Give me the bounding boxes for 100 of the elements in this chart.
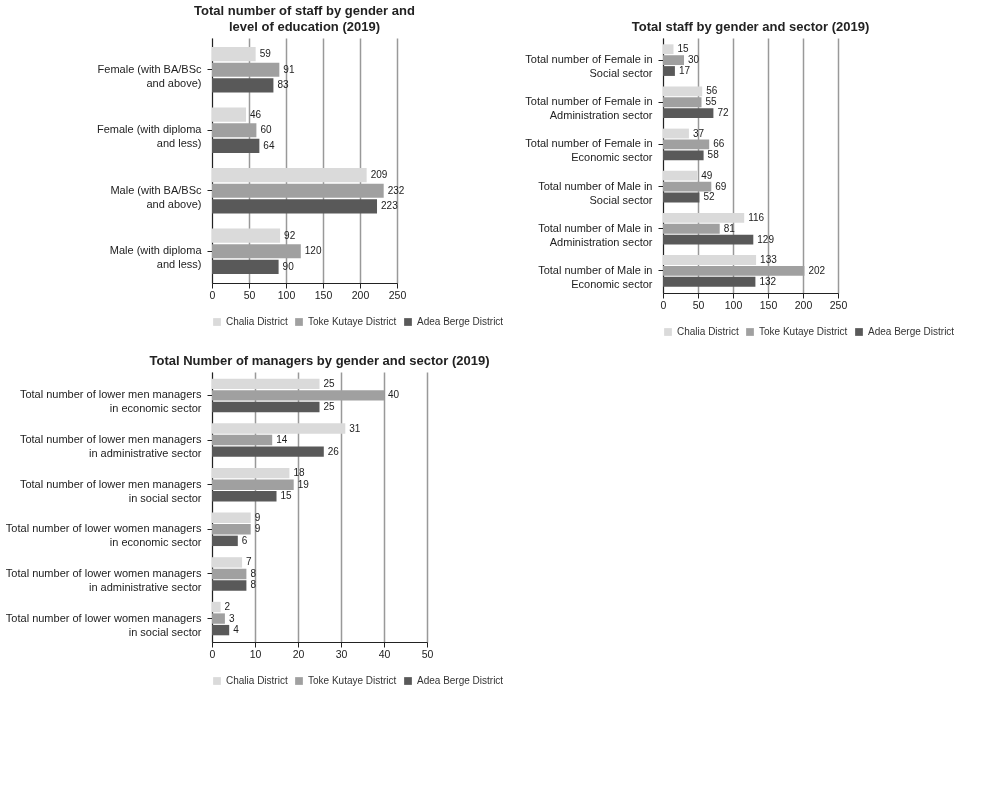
bar [212, 624, 230, 636]
legend-label: Toke Kutaye District [308, 316, 397, 327]
bar [212, 228, 281, 243]
x-tick-label: 50 [692, 298, 705, 311]
y-tick-label: Total number of lower men managers in social sector [19, 477, 202, 504]
bar [212, 259, 279, 274]
y-tick-label: Female (with diploma and less) [96, 123, 203, 150]
data-label: 6 [241, 534, 248, 546]
data-label: 59 [259, 48, 272, 60]
data-label: 120 [304, 245, 322, 257]
x-tick-label: 10 [249, 647, 262, 660]
data-label: 14 [276, 434, 288, 446]
x-tick-label: 30 [335, 647, 348, 660]
bar [212, 47, 256, 62]
bar [663, 212, 745, 223]
data-label: 52 [703, 191, 715, 203]
x-tick-label: 200 [794, 298, 813, 311]
data-label: 133 [760, 253, 778, 265]
data-label: 30 [688, 54, 700, 66]
bar [663, 86, 703, 97]
data-label: 132 [759, 275, 777, 287]
x-tick-label: 150 [314, 288, 333, 301]
x-tick-label: 250 [829, 298, 848, 311]
bar [212, 138, 260, 153]
legend-label: Adea Berge District [417, 316, 504, 327]
chart-title: Total Number of managers by gender and sector (2019) [149, 353, 490, 368]
y-tick-label: Total number of Male in Social sector [538, 179, 653, 206]
x-tick-label: 40 [378, 647, 391, 660]
y-tick-label: Male (with BA/BSc and above) [110, 183, 202, 210]
data-label: 223 [381, 200, 399, 212]
data-label: 3 [228, 612, 235, 624]
bar [212, 580, 247, 591]
bar [212, 512, 251, 523]
data-label: 83 [277, 79, 289, 91]
data-label: 209 [370, 169, 388, 181]
data-label: 90 [282, 260, 295, 272]
x-tick-label: 150 [759, 298, 778, 311]
data-label: 202 [808, 264, 826, 276]
bar [663, 55, 684, 66]
y-tick-label: Male (with diploma and less) [109, 244, 203, 271]
bar [212, 401, 320, 413]
data-label: 9 [254, 523, 261, 535]
x-tick-label: 200 [351, 288, 370, 301]
bar [212, 535, 238, 547]
bar [663, 170, 698, 181]
data-label: 129 [757, 233, 775, 245]
data-label: 9 [254, 511, 261, 523]
data-label: 232 [387, 184, 405, 196]
x-tick-label: 0 [209, 647, 216, 660]
bar [663, 128, 689, 139]
bar [212, 524, 251, 535]
data-label: 8 [250, 567, 257, 579]
data-label: 72 [717, 107, 729, 119]
data-label: 91 [283, 63, 295, 75]
legend-label: Adea Berge District [417, 675, 504, 686]
data-label: 37 [692, 127, 705, 139]
bar [212, 557, 243, 568]
y-tick-label: Total number of lower women managers in administrative sector [5, 566, 202, 593]
data-label: 25 [323, 400, 336, 412]
data-label: 49 [701, 169, 713, 181]
y-tick-label: Total number of lower women managers in social sector [5, 611, 202, 638]
data-label: 18 [293, 467, 305, 479]
bar [212, 199, 378, 214]
y-tick-label: Total number of Female in Social sector [525, 53, 653, 80]
x-tick-label: 250 [388, 288, 407, 301]
bar [212, 491, 277, 502]
y-tick-label: Total number of lower men managers in economic sector [19, 388, 202, 415]
y-tick-label: Female (with BA/BSc and above) [97, 62, 202, 89]
bar [663, 192, 700, 203]
bar [663, 44, 674, 55]
chart-title: Total staff by gender and sector (2019) [631, 19, 870, 34]
data-label: 66 [713, 138, 725, 150]
bar [212, 78, 274, 93]
bar [663, 150, 704, 161]
x-tick-label: 100 [724, 298, 743, 311]
bar [663, 276, 756, 287]
data-label: 116 [748, 211, 765, 223]
chart-title: Total number of staff by gender and level of education (2019) [194, 3, 415, 34]
y-tick-label: Total number of Female in Economic sector [525, 137, 653, 164]
data-label: 8 [250, 579, 257, 591]
legend-label: Toke Kutaye District [308, 675, 397, 686]
legend-label: Adea Berge District [868, 326, 955, 337]
bar [212, 601, 221, 613]
x-tick-label: 0 [660, 298, 667, 311]
bar [663, 66, 675, 76]
bar [212, 467, 290, 479]
legend-label: Chalia District [226, 316, 288, 327]
data-label: 60 [260, 124, 272, 136]
bar [212, 446, 324, 457]
data-label: 46 [250, 108, 262, 120]
x-tick-label: 50 [421, 647, 434, 660]
data-label: 17 [678, 65, 691, 77]
y-tick-label: Total number of Female in Administration sector [525, 95, 653, 122]
legend-label: Chalia District [677, 326, 739, 337]
data-label: 69 [715, 180, 727, 192]
data-label: 4 [233, 624, 240, 636]
x-tick-label: 100 [277, 288, 296, 301]
bar [212, 107, 247, 122]
data-label: 64 [263, 139, 275, 151]
y-tick-label: Total number of Male in Administration sector [538, 221, 653, 248]
